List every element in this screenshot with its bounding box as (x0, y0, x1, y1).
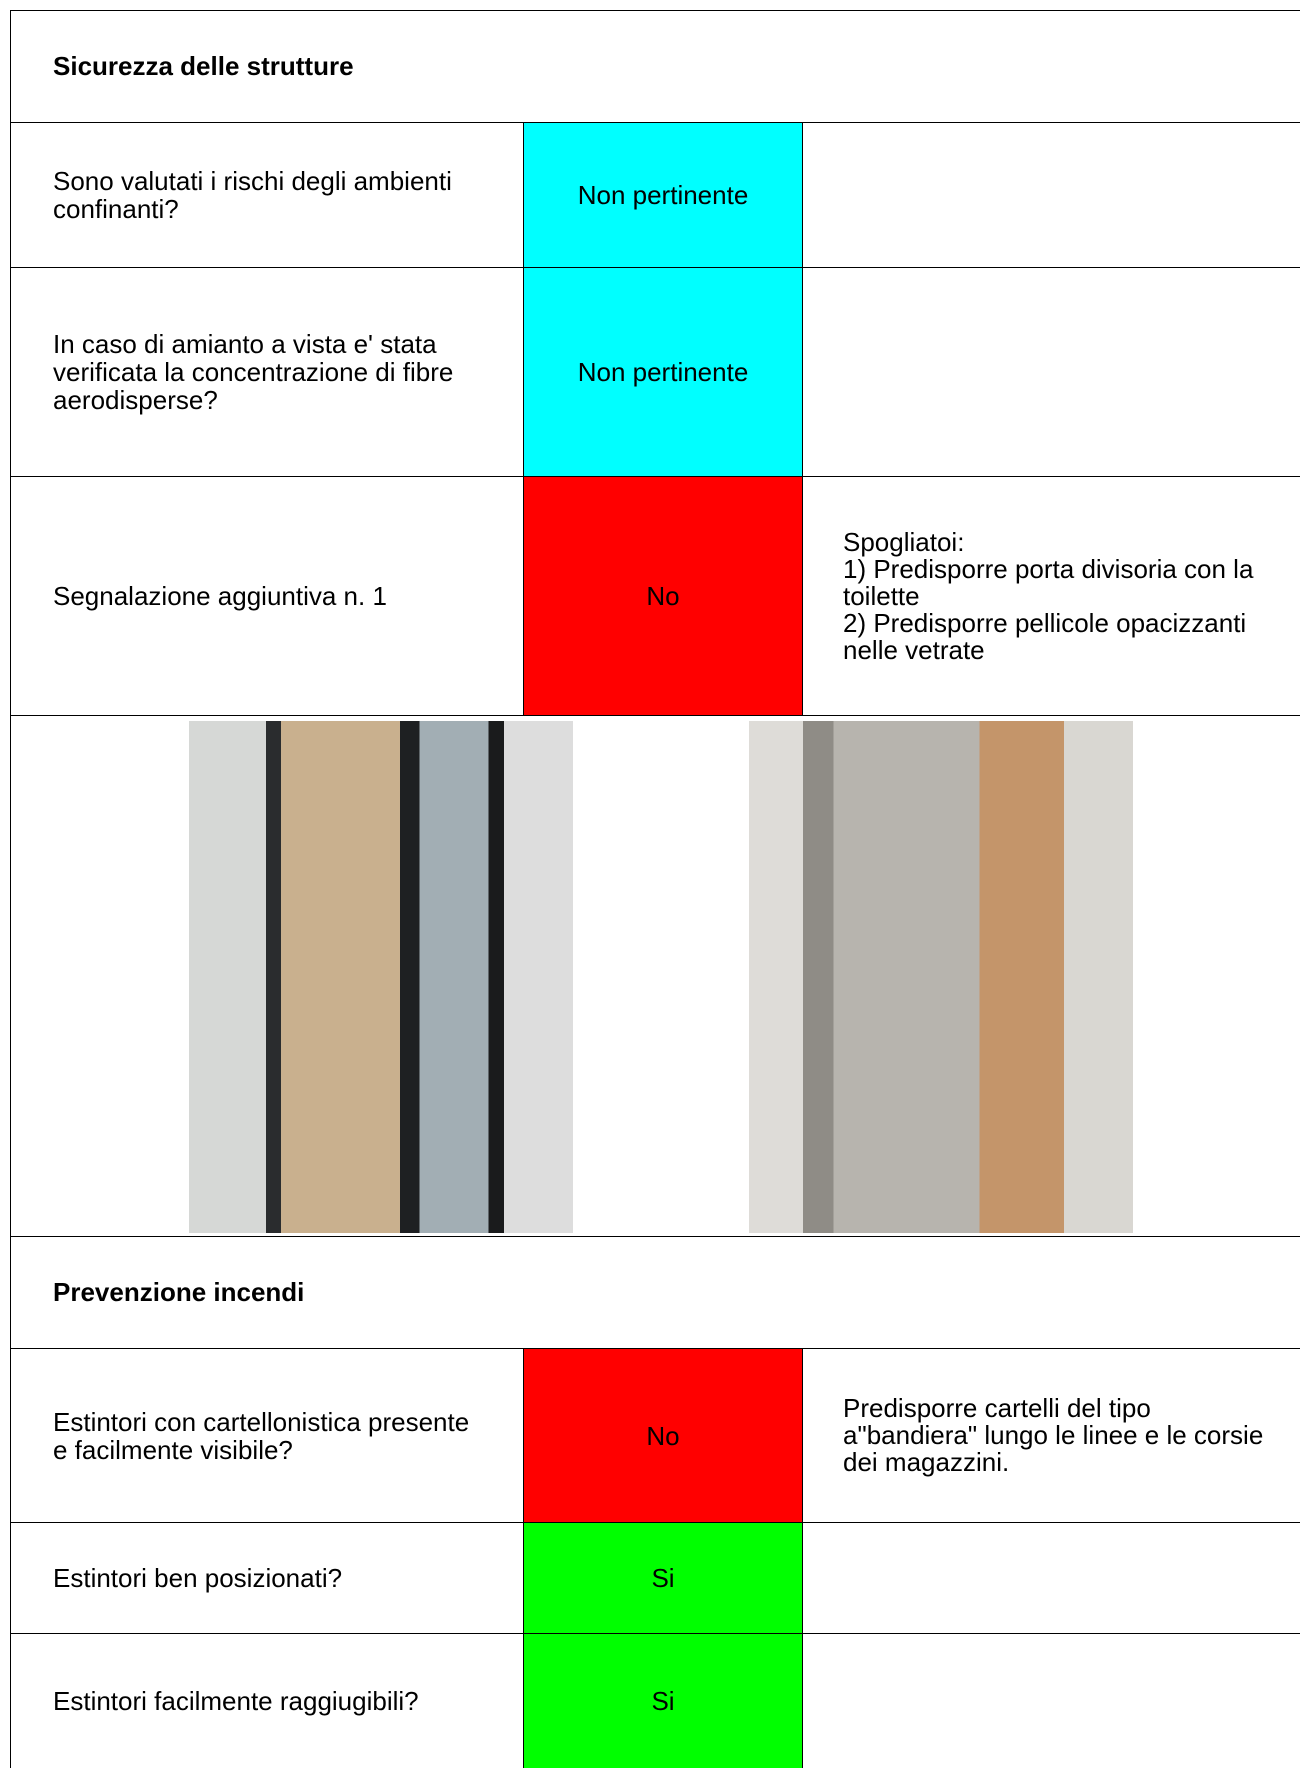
question: Estintori ben posizionati? (11, 1523, 524, 1633)
checklist-row: Estintori con cartellonistica presente e… (10, 1348, 1300, 1522)
section-title: Sicurezza delle strutture (10, 10, 1300, 122)
note: Spogliatoi: 1) Predisporre porta divisori… (803, 477, 1300, 715)
note-line: Predisporre cartelli del tipo a"bandiera… (843, 1393, 1264, 1477)
question: Estintori con cartellonistica presente e… (11, 1349, 524, 1522)
note (803, 1634, 1300, 1768)
question: Segnalazione aggiuntiva n. 1 (11, 477, 524, 715)
note (803, 268, 1300, 476)
checklist-row: Estintori ben posizionati? Si (10, 1522, 1300, 1633)
note: Predisporre cartelli del tipo a"bandiera… (803, 1349, 1300, 1522)
question: In caso di amianto a vista e' stata veri… (11, 268, 524, 476)
answer: No (524, 477, 803, 715)
checklist-row: In caso di amianto a vista e' stata veri… (10, 267, 1300, 476)
checklist-row: Sono valutati i rischi degli ambienti co… (10, 122, 1300, 267)
photo-row (10, 715, 1300, 1236)
question: Estintori facilmente raggiugibili? (11, 1634, 524, 1768)
note (803, 1523, 1300, 1633)
answer: Non pertinente (524, 123, 803, 267)
question: Sono valutati i rischi degli ambienti co… (11, 123, 524, 267)
answer: Non pertinente (524, 268, 803, 476)
note (803, 123, 1300, 267)
checklist-row: Segnalazione aggiuntiva n. 1 No Spogliatoi… (10, 476, 1300, 715)
checklist: Sicurezza delle strutture Sono valutati i… (10, 10, 1300, 1768)
section-title: Prevenzione incendi (10, 1236, 1300, 1348)
answer: No (524, 1349, 803, 1522)
note-line: 2) Predisporre pellicole opacizzanti nel… (843, 607, 1247, 665)
answer: Si (524, 1634, 803, 1768)
answer: Si (524, 1523, 803, 1633)
note-line: Spogliatoi: (843, 526, 965, 557)
note-line: 1) Predisporre porta divisoria con la to… (843, 553, 1254, 611)
photo (189, 721, 573, 1233)
checklist-row: Estintori facilmente raggiugibili? Si (10, 1633, 1300, 1768)
photo (749, 721, 1133, 1233)
